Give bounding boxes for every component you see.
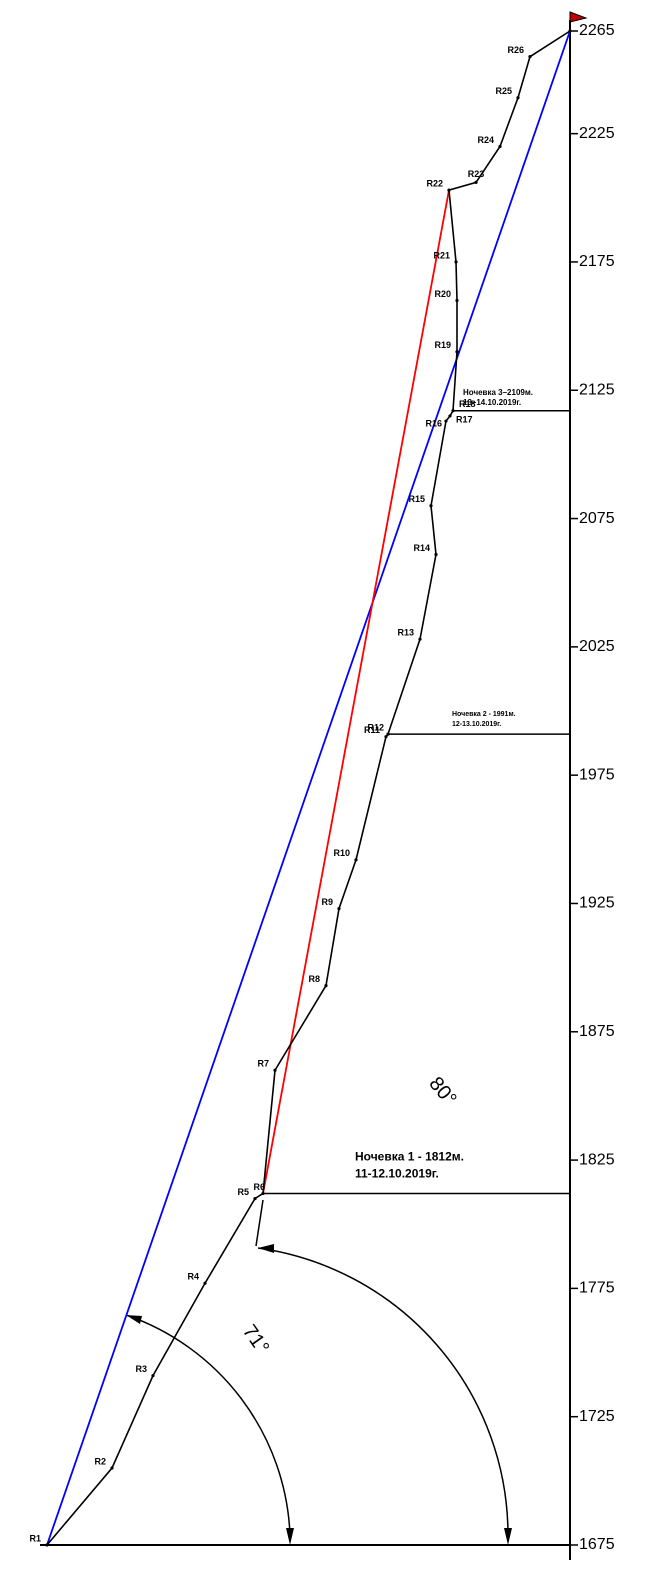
- point-label: R14: [413, 543, 430, 553]
- point-label: R3: [135, 1364, 147, 1374]
- route-point: [434, 552, 438, 557]
- point-label: R18: [459, 399, 476, 409]
- route-point: [448, 414, 452, 418]
- point-label: R6: [253, 1182, 265, 1192]
- route-point: [110, 1466, 114, 1470]
- angle-arc: [125, 1314, 291, 1536]
- route-point: [45, 1543, 49, 1547]
- route-point: [324, 983, 328, 988]
- y-tick-label: 2075: [579, 510, 615, 527]
- ridge-line: [262, 189, 450, 1194]
- point-label: R13: [397, 628, 414, 638]
- route-point: [203, 1281, 207, 1285]
- point-label: R20: [434, 289, 451, 299]
- point-label: R17: [456, 414, 473, 424]
- point-label: R23: [468, 169, 485, 179]
- bivouac-label: Ночевка 1 - 1812м.: [355, 1150, 464, 1164]
- route-point: [568, 29, 572, 33]
- y-tick-label: 2225: [579, 125, 615, 142]
- route-stub: [255, 1199, 264, 1247]
- y-tick-label: 2125: [579, 381, 615, 398]
- route-point: [418, 637, 422, 641]
- point-label: R19: [434, 340, 451, 350]
- y-tick-label: 2265: [579, 22, 615, 39]
- route-point: [354, 858, 358, 862]
- route-point: [429, 504, 433, 508]
- point-label: R2: [94, 1456, 106, 1466]
- y-tick-label: 1725: [579, 1408, 615, 1425]
- y-tick-label: 1675: [579, 1536, 615, 1553]
- bivouac-label: Ночевка 3–2109м.: [463, 388, 533, 397]
- direct-line: [46, 30, 571, 1546]
- route-point: [447, 188, 451, 192]
- angle-label: 71°: [238, 1321, 273, 1358]
- route-point: [337, 907, 341, 911]
- point-label: R16: [425, 418, 442, 428]
- route-point: [384, 735, 388, 739]
- bivouac-label: Ночевка 2 - 1991м.: [452, 711, 516, 718]
- point-label: R22: [426, 178, 443, 188]
- y-tick-label: 1775: [579, 1280, 615, 1297]
- route-point: [454, 260, 458, 264]
- angle-label: 80°: [424, 1073, 460, 1110]
- angle-arc: [257, 1247, 509, 1536]
- route-point: [474, 180, 478, 184]
- point-label: R26: [507, 45, 524, 55]
- point-label: R9: [321, 897, 333, 907]
- point-label: R10: [333, 848, 350, 858]
- y-tick-label: 1925: [579, 895, 615, 912]
- route-point: [151, 1374, 155, 1378]
- point-label: R5: [237, 1187, 249, 1197]
- point-label: R7: [257, 1059, 269, 1069]
- route-point: [528, 55, 532, 59]
- y-tick-label: 2025: [579, 638, 615, 655]
- point-label: R25: [495, 86, 512, 96]
- route-point: [498, 144, 502, 149]
- point-label: R8: [308, 974, 320, 984]
- route-point: [273, 1068, 277, 1072]
- point-label: R11: [364, 725, 380, 735]
- point-label: R4: [187, 1272, 199, 1282]
- arrow: [258, 1244, 274, 1253]
- route-point: [455, 350, 459, 354]
- bivouac-label: 11-12.10.2019г.: [355, 1167, 439, 1181]
- summit-flag: [569, 11, 588, 23]
- point-label: R12: [367, 722, 384, 732]
- route-point: [455, 298, 459, 303]
- y-tick-label: 1875: [579, 1023, 615, 1040]
- point-label: R24: [477, 135, 494, 145]
- point-label: R21: [433, 250, 450, 260]
- y-tick-label: 1975: [579, 766, 615, 783]
- arrow: [126, 1315, 142, 1324]
- y-tick-label: 2175: [579, 253, 615, 270]
- point-label: R1: [29, 1533, 41, 1543]
- route-point: [253, 1196, 257, 1201]
- y-tick-label: 1825: [579, 1151, 615, 1168]
- arrow: [504, 1528, 512, 1545]
- bivouac-label: 12-13.10.2019г.: [452, 721, 501, 728]
- point-label: R15: [408, 494, 425, 504]
- route-point: [516, 96, 520, 100]
- route-point: [444, 419, 448, 423]
- arrow: [286, 1528, 294, 1545]
- bivouac-label: 13–14.10.2019г.: [463, 398, 521, 407]
